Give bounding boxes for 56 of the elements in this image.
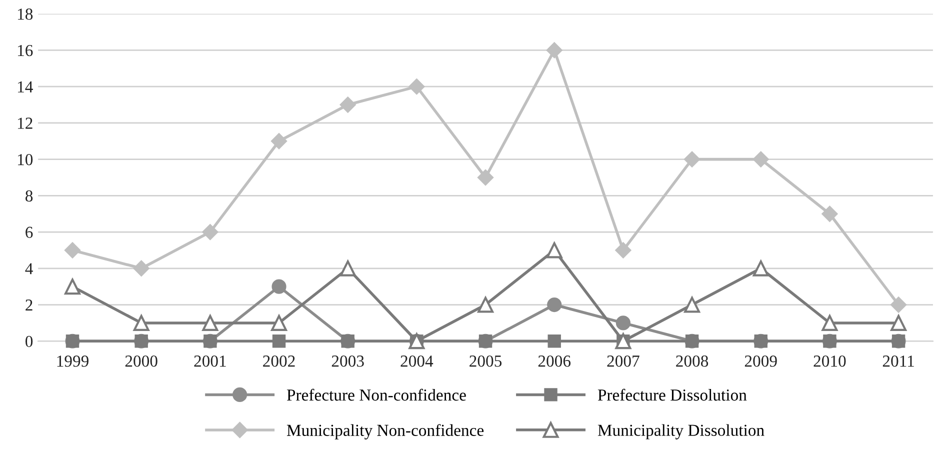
point [890, 296, 906, 313]
point [271, 133, 287, 150]
point [64, 278, 80, 295]
point [340, 96, 356, 113]
point [478, 296, 494, 313]
point [272, 334, 286, 348]
point [822, 314, 838, 331]
point [615, 242, 632, 258]
x-tick-label: 2011 [882, 356, 914, 367]
y-tick-label: 4 [25, 263, 33, 274]
y-tick-label: 8 [26, 190, 33, 202]
point [64, 242, 80, 258]
point [133, 260, 150, 276]
y-tick-label: 2 [26, 300, 32, 311]
x-tick-label: 2007 [607, 356, 640, 367]
point [546, 42, 562, 58]
point [684, 296, 700, 313]
y-tick-label: 10 [18, 154, 33, 166]
point [272, 279, 286, 294]
y-tick-label: 16 [18, 44, 33, 56]
x-tick-label: 2009 [744, 356, 777, 367]
x-tick-label: 2004 [400, 356, 434, 367]
point [752, 260, 769, 276]
point [822, 206, 838, 222]
point [616, 316, 630, 330]
point [547, 297, 562, 312]
legend-label: Municipality Non-confidence [286, 424, 484, 440]
point [408, 78, 425, 94]
point [133, 314, 150, 331]
point [546, 242, 562, 258]
x-tick-label: 2006 [538, 356, 571, 367]
legend-label: Prefecture Dissolution [598, 388, 747, 401]
point [548, 334, 561, 348]
x-tick-label: 2003 [332, 356, 364, 367]
legend-label: Prefecture Non-confidence [286, 388, 466, 401]
point [271, 314, 287, 331]
y-tick-label: 6 [26, 226, 33, 238]
x-tick-label: 2000 [125, 356, 158, 367]
x-tick-label: 2010 [814, 356, 846, 367]
point [752, 151, 769, 168]
x-tick-label: 2005 [470, 356, 502, 367]
point [340, 260, 356, 276]
x-tick-label: 2002 [263, 356, 295, 367]
point [684, 151, 700, 168]
x-tick-label: 2001 [194, 356, 226, 367]
x-tick-label: 2008 [676, 356, 708, 367]
point [202, 224, 218, 240]
legend-label: Municipality Dissolution [598, 424, 764, 440]
y-tick-label: 12 [18, 118, 32, 129]
y-tick-label: 0 [26, 336, 33, 348]
y-tick-label: 14 [18, 81, 33, 92]
x-tick-label: 1999 [57, 356, 88, 367]
point [202, 314, 218, 331]
point [478, 170, 494, 186]
y-tick-label: 18 [18, 8, 33, 20]
point [890, 314, 907, 331]
